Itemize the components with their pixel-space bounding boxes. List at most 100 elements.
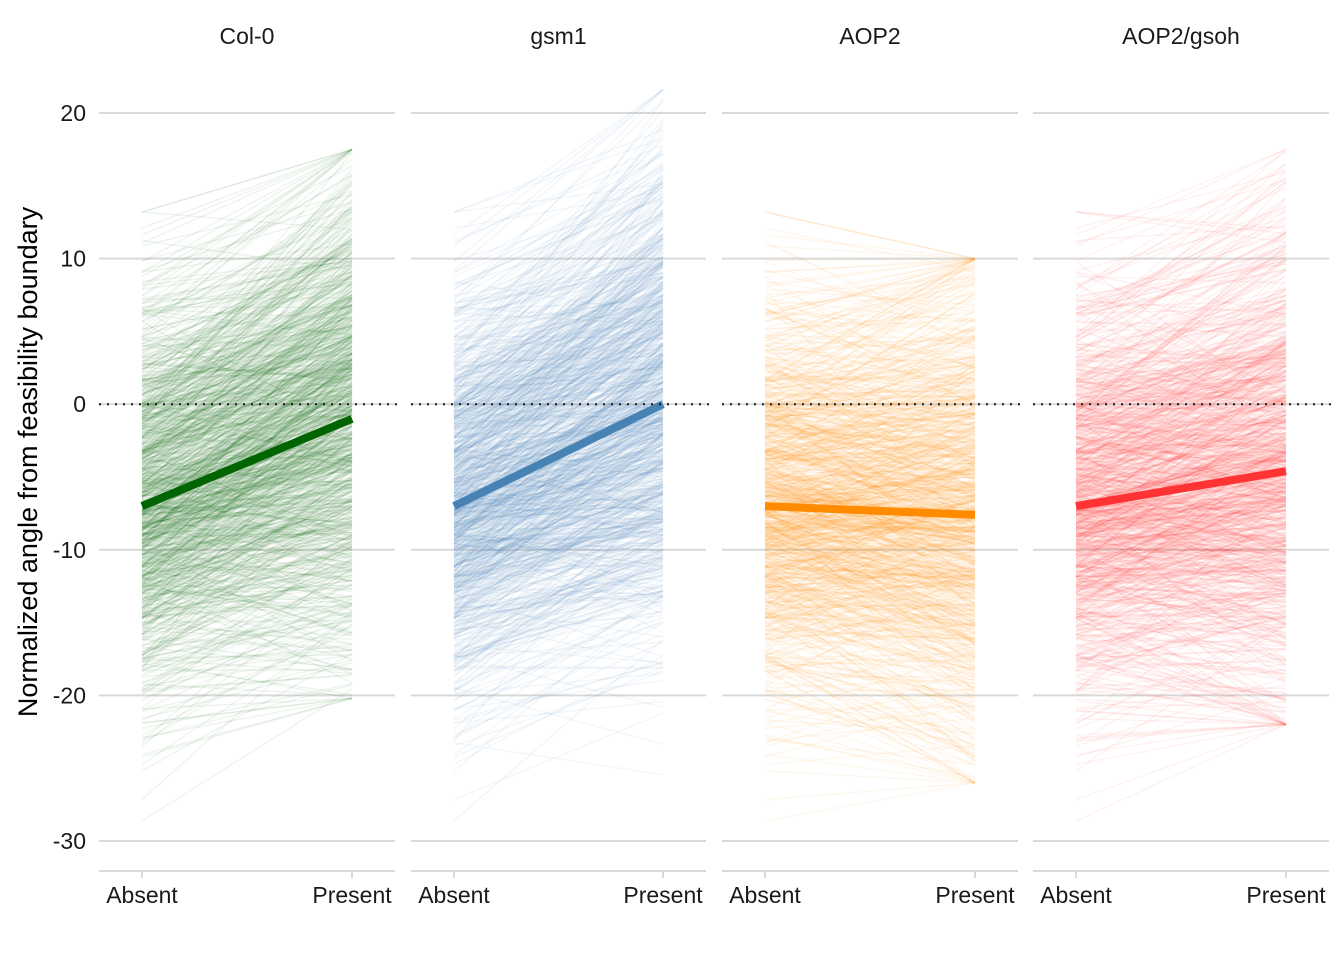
replicate-line xyxy=(453,385,664,639)
replicate-line xyxy=(141,465,353,542)
replicate-line xyxy=(764,521,976,634)
replicate-line xyxy=(764,612,976,711)
replicate-line xyxy=(453,328,664,560)
replicate-line xyxy=(764,565,976,589)
replicate-line xyxy=(141,412,353,581)
replicate-line xyxy=(453,320,664,351)
x-tick-label: Present xyxy=(623,882,703,908)
replicate-line xyxy=(453,283,664,459)
replicate-line xyxy=(453,226,664,405)
replicate-line xyxy=(764,359,976,425)
replicate-line xyxy=(453,437,664,556)
replicate-line xyxy=(453,355,664,490)
replicate-line xyxy=(141,341,353,473)
replicate-line xyxy=(453,447,664,559)
replicate-line xyxy=(1075,553,1287,625)
replicate-line xyxy=(453,573,664,632)
replicate-line xyxy=(1075,250,1287,299)
replicate-line xyxy=(1075,535,1287,539)
replicate-line xyxy=(141,381,353,493)
replicate-line xyxy=(453,418,664,536)
replicate-line xyxy=(1075,430,1287,578)
replicate-line xyxy=(1075,504,1287,517)
replicate-line xyxy=(764,339,976,345)
replicate-line xyxy=(141,441,353,564)
replicate-line xyxy=(141,289,353,330)
replicate-line xyxy=(141,168,353,422)
replicate-line xyxy=(453,459,664,552)
replicate-line xyxy=(453,379,664,480)
replicate-line xyxy=(453,655,664,765)
replicate-line xyxy=(453,352,664,492)
replicate-line xyxy=(141,305,353,379)
replicate-line xyxy=(453,544,664,593)
replicate-line xyxy=(1075,317,1287,475)
replicate-line xyxy=(453,360,664,440)
replicate-line xyxy=(764,583,976,619)
replicate-line xyxy=(764,508,976,702)
replicate-line xyxy=(453,303,664,427)
replicate-line xyxy=(453,374,664,450)
replicate-line xyxy=(1075,419,1287,424)
replicate-line xyxy=(764,350,976,426)
replicate-line xyxy=(764,412,976,451)
replicate-line xyxy=(141,481,353,610)
replicate-line xyxy=(453,292,664,403)
replicate-line xyxy=(453,272,664,317)
replicate-line xyxy=(453,428,664,511)
replicate-line xyxy=(141,433,353,464)
replicate-line xyxy=(764,408,976,547)
replicate-line xyxy=(764,406,976,466)
replicate-line xyxy=(764,526,976,532)
replicate-line xyxy=(453,413,664,549)
replicate-line xyxy=(141,437,353,610)
replicate-line xyxy=(453,321,664,472)
replicate-line xyxy=(141,358,353,431)
replicate-line xyxy=(141,523,353,534)
replicate-line xyxy=(141,335,353,427)
y-tick-label: 0 xyxy=(73,391,86,417)
replicate-line xyxy=(141,208,353,272)
replicate-line xyxy=(141,283,353,304)
replicate-line xyxy=(453,415,664,441)
replicate-line xyxy=(764,579,976,617)
replicate-line xyxy=(764,281,976,337)
replicate-line xyxy=(453,376,664,495)
replicate-line xyxy=(764,563,976,625)
replicate-line xyxy=(764,355,976,413)
replicate-line xyxy=(453,450,664,537)
replicate-line xyxy=(141,406,353,440)
replicate-line xyxy=(453,665,664,668)
replicate-line xyxy=(764,397,976,413)
replicate-line xyxy=(764,753,976,784)
replicate-line xyxy=(453,496,664,508)
replicate-line xyxy=(453,214,664,409)
replicate-line xyxy=(764,585,976,618)
replicate-line xyxy=(764,457,976,694)
replicate-line xyxy=(764,295,976,382)
replicate-line xyxy=(141,201,353,262)
replicate-line xyxy=(764,582,976,599)
replicate-line xyxy=(141,362,353,377)
replicate-line xyxy=(453,453,664,567)
replicate-line xyxy=(141,333,353,567)
replicate-line xyxy=(453,439,664,551)
replicate-line xyxy=(453,143,664,244)
replicate-line xyxy=(141,542,353,576)
replicate-line xyxy=(453,357,664,385)
replicate-line xyxy=(141,371,353,380)
replicate-line xyxy=(764,493,976,541)
replicate-line xyxy=(764,459,976,593)
replicate-line xyxy=(764,466,976,512)
replicate-line xyxy=(1075,299,1287,315)
replicate-line xyxy=(453,312,664,326)
replicate-line xyxy=(1075,536,1287,557)
replicate-line xyxy=(764,292,976,431)
replicate-line xyxy=(141,547,353,612)
replicate-line xyxy=(1075,569,1287,577)
replicate-line xyxy=(1075,592,1287,621)
replicate-line xyxy=(764,414,976,441)
replicate-line xyxy=(453,452,664,470)
replicate-line xyxy=(764,546,976,569)
